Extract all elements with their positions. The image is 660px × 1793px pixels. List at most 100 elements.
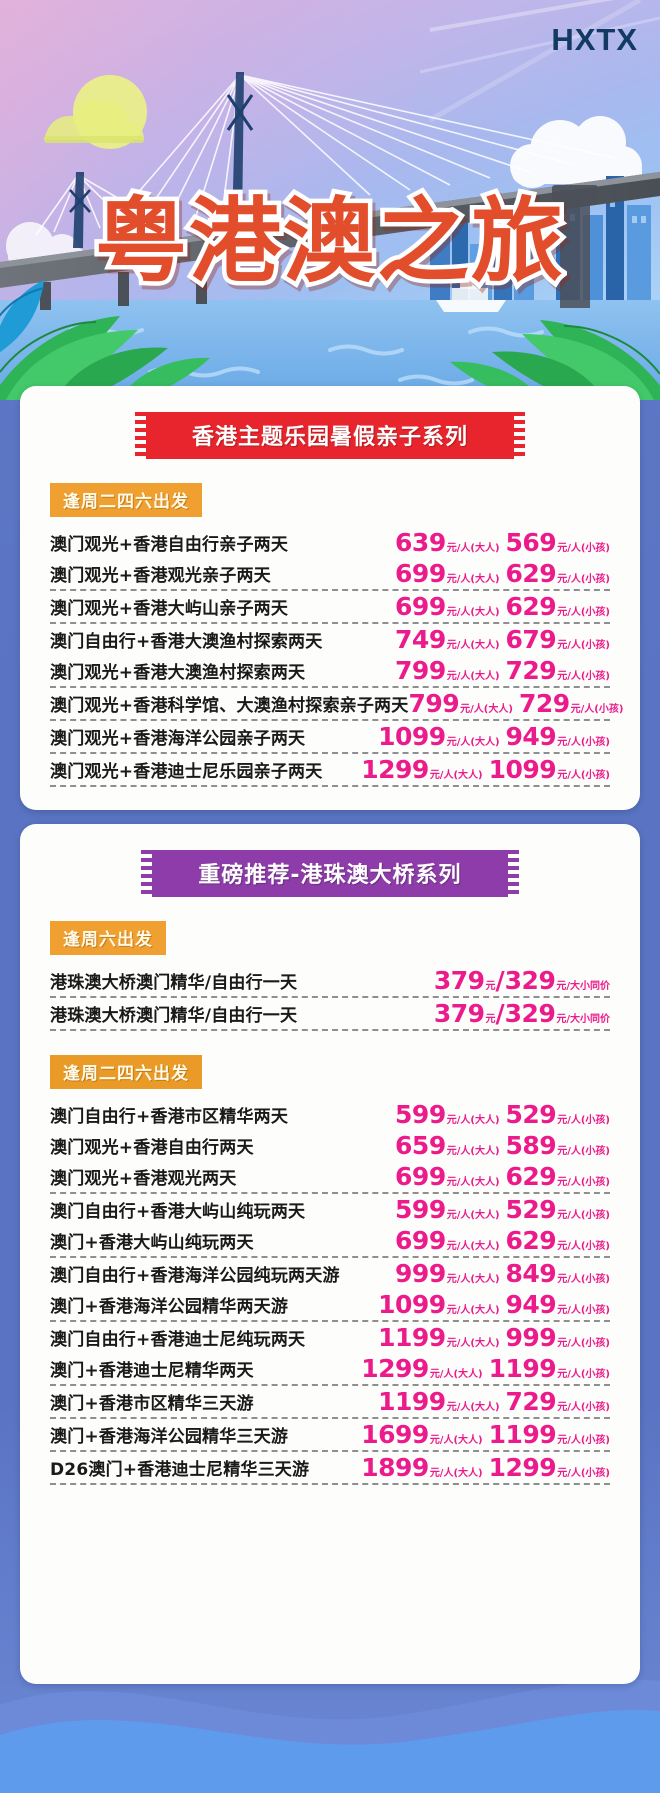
product-row[interactable]: 澳门观光+香港迪士尼乐园亲子两天 1299 元/人(大人) 1099 元/人(小孩) [50,754,610,785]
product-group: D26澳门+香港迪士尼精华三天游 1899 元/人(大人) 1299 元/人(小孩) [50,1452,610,1485]
price-unit: 元/人(小孩) [557,1402,610,1413]
price-amount: 329 [504,999,556,1028]
product-row[interactable]: 澳门+香港海洋公园精华两天游 1099 元/人(大人) 949 元/人(小孩) [50,1289,610,1320]
price-separator: / [495,999,505,1028]
product-row[interactable]: 澳门+香港迪士尼精华两天 1299 元/人(大人) 1199 元/人(小孩) [50,1353,610,1384]
price-amount: 729 [505,656,557,685]
price-amount: 1899 [361,1453,429,1482]
price-amount: 999 [505,1323,557,1352]
product-name: D26澳门+香港迪士尼精华三天游 [50,1460,310,1480]
product-row[interactable]: 澳门观光+香港大屿山亲子两天 699 元/人(大人) 629 元/人(小孩) [50,591,610,622]
price-item: 999 元/人(大人) [395,1261,499,1286]
departure-tag: 逢周二四六出发 [50,1055,202,1089]
price-item: 1199 元/人(大人) [378,1325,499,1350]
price-unit: 元/人(大人) [446,1177,500,1188]
product-group: 澳门自由行+香港大屿山纯玩两天 599 元/人(大人) 529 元/人(小孩) 澳门+香港… [50,1194,610,1258]
price-item: 1699 元/人(大人) [361,1422,482,1447]
price-item: 749 元/人(大人) [395,627,499,652]
product-name: 港珠澳大桥澳门精华/自由行一天 [50,973,298,993]
price-item: 729 元/人(小孩) [519,691,623,716]
product-row[interactable]: 港珠澳大桥澳门精华/自由行一天 379 元/329 元/大小同价 [50,965,610,996]
product-group: 澳门自由行+香港市区精华两天 599 元/人(大人) 529 元/人(小孩) 澳门观光+香… [50,1095,610,1194]
product-group: 澳门+香港市区精华三天游 1199 元/人(大人) 729 元/人(小孩) [50,1386,610,1419]
product-name: 澳门自由行+香港海洋公园纯玩两天游 [50,1266,340,1286]
price-amount: 999 [395,1259,446,1288]
price-item: 699 元/人(大人) [395,1164,499,1189]
price-unit: 元/人(小孩) [557,640,610,651]
price-group: 699 元/人(大人) 629 元/人(小孩) [395,1228,610,1253]
price-amount: 529 [505,1100,557,1129]
price-item: 799 元/人(大人) [395,658,499,683]
product-name: 澳门自由行+香港大澳渔村探索两天 [50,632,323,652]
product-row[interactable]: 澳门自由行+香港海洋公园纯玩两天游 999 元/人(大人) 849 元/人(小孩) [50,1258,610,1289]
price-amount: 699 [395,1162,446,1191]
product-row[interactable]: 澳门观光+香港观光亲子两天 699 元/人(大人) 629 元/人(小孩) [50,558,610,589]
product-name: 澳门观光+香港观光两天 [50,1169,237,1189]
price-unit: 元/人(小孩) [557,1468,610,1479]
banner-wrap: 重磅推荐-港珠澳大桥系列 [20,824,640,897]
price-unit: 元/人(大人) [446,1115,500,1126]
product-row[interactable]: 澳门自由行+香港迪士尼纯玩两天 1199 元/人(大人) 999 元/人(小孩) [50,1322,610,1353]
price-group: 1099 元/人(大人) 949 元/人(小孩) [378,1292,610,1317]
price-unit: 元/人(大人) [460,704,513,715]
product-row[interactable]: 澳门+香港海洋公园精华三天游 1699 元/人(大人) 1199 元/人(小孩) [50,1419,610,1450]
product-row[interactable]: 澳门观光+香港大澳渔村探索两天 799 元/人(大人) 729 元/人(小孩) [50,655,610,686]
price-amount: 1199 [488,1354,557,1383]
price-amount: 1099 [378,722,446,751]
price-unit: 元/人(大人) [446,640,500,651]
product-group: 澳门观光+香港大屿山亲子两天 699 元/人(大人) 629 元/人(小孩) [50,591,610,624]
price-amount: 799 [395,656,446,685]
price-item: 699 元/人(大人) [395,1228,499,1253]
product-row[interactable]: 澳门+香港大屿山纯玩两天 699 元/人(大人) 629 元/人(小孩) [50,1225,610,1256]
product-row[interactable]: 澳门观光+香港自由行两天 659 元/人(大人) 589 元/人(小孩) [50,1130,610,1161]
price-amount: 729 [518,689,570,718]
product-row[interactable]: 澳门观光+香港海洋公园亲子两天 1099 元/人(大人) 949 元/人(小孩) [50,721,610,752]
price-amount: 799 [408,689,460,718]
price-group: 1699 元/人(大人) 1199 元/人(小孩) [361,1422,610,1447]
price-item: 949 元/人(小孩) [506,724,610,749]
price-amount: 599 [395,1100,446,1129]
price-group: 599 元/人(大人) 529 元/人(小孩) [395,1102,610,1127]
product-row[interactable]: 澳门观光+香港观光两天 699 元/人(大人) 629 元/人(小孩) [50,1161,610,1192]
price-unit: 元/人(大人) [429,1369,483,1380]
product-row[interactable]: 澳门+香港市区精华三天游 1199 元/人(大人) 729 元/人(小孩) [50,1386,610,1417]
price-group: 659 元/人(大人) 589 元/人(小孩) [395,1133,610,1158]
price-item: 639 元/人(大人) [395,530,499,555]
price-item: 1299 元/人(大人) [361,757,482,782]
product-name: 澳门观光+香港大屿山亲子两天 [50,599,289,619]
brand-logo: HXTX [551,22,638,57]
price-group: 1199 元/人(大人) 999 元/人(小孩) [378,1325,610,1350]
price-unit: 元/人(大人) [429,1468,483,1479]
product-row[interactable]: 港珠澳大桥澳门精华/自由行一天 379 元/329 元/大小同价 [50,998,610,1029]
product-row[interactable]: D26澳门+香港迪士尼精华三天游 1899 元/人(大人) 1299 元/人(小孩) [50,1452,610,1483]
product-row[interactable]: 澳门自由行+香港市区精华两天 599 元/人(大人) 529 元/人(小孩) [50,1099,610,1130]
product-group: 澳门自由行+香港大澳渔村探索两天 749 元/人(大人) 679 元/人(小孩) 澳门观光… [50,624,610,688]
departure-tag: 逢周六出发 [50,921,166,955]
price-item: 629 元/人(小孩) [506,594,610,619]
price-amount: 949 [505,1290,557,1319]
product-name: 澳门自由行+香港大屿山纯玩两天 [50,1202,306,1222]
price-amount: 1299 [488,1453,557,1482]
combo-price: 379 元/329 元/大小同价 [434,999,610,1028]
product-row[interactable]: 澳门自由行+香港大澳渔村探索两天 749 元/人(大人) 679 元/人(小孩) [50,624,610,655]
product-group: 澳门+香港海洋公园精华三天游 1699 元/人(大人) 1199 元/人(小孩) [50,1419,610,1452]
product-row[interactable]: 澳门自由行+香港大屿山纯玩两天 599 元/人(大人) 529 元/人(小孩) [50,1194,610,1225]
price-item: 679 元/人(小孩) [506,627,610,652]
price-item: 659 元/人(大人) [395,1133,499,1158]
price-group: 1299 元/人(大人) 1099 元/人(小孩) [361,757,610,782]
product-row[interactable]: 澳门观光+香港自由行亲子两天 639 元/人(大人) 569 元/人(小孩) [50,527,610,558]
product-name: 澳门观光+香港海洋公园亲子两天 [50,729,306,749]
ship-icon [436,280,506,312]
price-group: 799 元/人(大人) 729 元/人(小孩) [395,658,610,683]
price-unit: 元/人(大人) [446,671,500,682]
price-item: 529 元/人(小孩) [506,1102,610,1127]
price-unit: 元/人(大人) [446,1274,500,1285]
product-row[interactable]: 澳门观光+香港科学馆、大澳渔村探索亲子两天 799 元/人(大人) 729 元/人(小孩… [50,688,623,719]
price-item: 1899 元/人(大人) [361,1455,482,1480]
price-item: 629 元/人(小孩) [506,1228,610,1253]
price-item: 729 元/人(小孩) [506,1389,610,1414]
price-unit: 元/人(大人) [446,1338,500,1349]
price-unit: 元/人(大人) [446,543,500,554]
price-group: 1299 元/人(大人) 1199 元/人(小孩) [361,1356,610,1381]
product-group: 澳门观光+香港科学馆、大澳渔村探索亲子两天 799 元/人(大人) 729 元/人(小孩… [50,688,623,721]
